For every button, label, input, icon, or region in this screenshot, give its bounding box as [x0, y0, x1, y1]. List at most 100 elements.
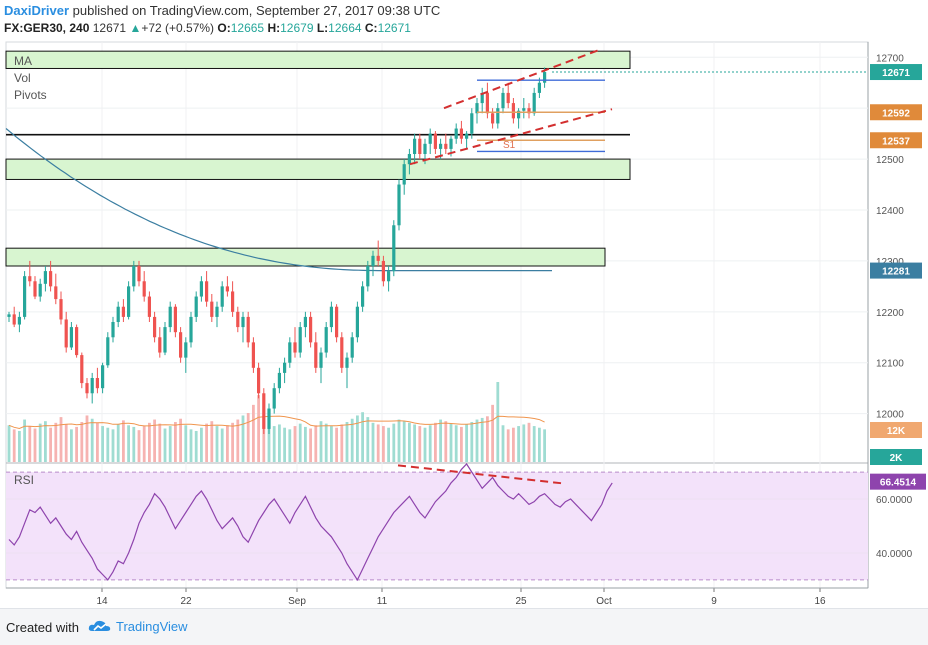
volume-bar	[402, 421, 406, 462]
volume-bar	[127, 425, 130, 462]
volume-bar	[361, 412, 364, 462]
rsi-tick-label: 60.0000	[876, 495, 913, 506]
candle-body	[246, 316, 250, 343]
rsi-line	[8, 463, 613, 582]
volume-bar	[408, 422, 411, 462]
candle-body	[111, 322, 115, 338]
candle-body	[189, 316, 193, 343]
volume-bar	[319, 421, 323, 462]
volume-bar	[75, 426, 78, 462]
time-tick-label: Oct	[596, 596, 612, 607]
candle-body	[413, 138, 417, 154]
time-tick-label: 22	[180, 596, 192, 607]
volume-bar	[85, 415, 89, 462]
volume-bar	[304, 426, 307, 462]
candle-body	[179, 332, 183, 358]
volume-bar	[532, 426, 536, 462]
candle-body	[28, 276, 32, 282]
candle-body	[215, 306, 219, 317]
open-label: O:	[217, 21, 231, 35]
last-price: 12671	[92, 21, 127, 35]
candle-body	[350, 337, 354, 358]
candle-body	[485, 92, 489, 114]
candle-body	[199, 281, 203, 297]
volume-bar	[288, 429, 292, 462]
candle-body	[54, 286, 58, 300]
candle-body	[428, 133, 432, 144]
candle-body	[205, 281, 209, 302]
support-resistance-zone	[5, 50, 631, 69]
candle-body	[522, 108, 526, 111]
volume-bar	[189, 429, 193, 462]
price-axis-label-bg	[870, 449, 922, 465]
volume-bar	[480, 417, 484, 462]
candle-body	[324, 327, 328, 353]
volume-bar	[397, 419, 401, 462]
volume-bar	[142, 426, 146, 462]
volume-bar	[23, 419, 26, 462]
rsi-divergence-trendline	[397, 464, 564, 485]
volume-bar	[205, 423, 208, 462]
close-value: 12671	[377, 21, 411, 35]
price-axis-label-bg	[870, 132, 922, 149]
candle-body	[225, 286, 229, 292]
volume-bar	[231, 422, 234, 462]
author-link[interactable]: DaxiDriver	[4, 3, 70, 18]
volume-bar	[340, 424, 344, 462]
candle-body	[43, 271, 47, 284]
volume-bar	[111, 429, 115, 462]
candle-body	[423, 143, 427, 154]
price-axis-label-bg	[870, 104, 922, 121]
candle-body	[459, 128, 463, 139]
volume-bar	[298, 423, 302, 462]
candle-body	[210, 301, 214, 317]
price-axis-label: 12537	[882, 136, 910, 147]
volume-bar	[278, 424, 281, 462]
volume-bar	[28, 426, 32, 462]
volume-bar	[220, 428, 224, 462]
price-axis-label: 12281	[882, 267, 910, 278]
volume-bar	[309, 428, 312, 462]
candle-body	[366, 266, 370, 287]
candle-body	[345, 357, 349, 368]
volume-bar	[241, 415, 245, 462]
price-axis-label: 2K	[890, 453, 904, 464]
candle-body	[49, 271, 53, 287]
volume-bar	[33, 428, 37, 462]
tradingview-logo[interactable]: TradingView	[88, 619, 188, 634]
indicator-legend-label: Pivots	[14, 88, 47, 102]
candle-body	[257, 367, 261, 394]
volume-bar	[475, 419, 479, 462]
volume-bar	[153, 419, 156, 462]
volume-bar	[522, 424, 526, 462]
price-chart[interactable]: 1200012100122001230012400125001260012700…	[0, 0, 928, 610]
candle-body	[439, 143, 443, 149]
candle-body	[64, 319, 68, 348]
high-value: 12679	[280, 21, 314, 35]
candle-body	[142, 281, 146, 297]
volume-bar	[54, 422, 58, 462]
volume-bar	[210, 421, 214, 462]
volume-bar	[70, 429, 73, 462]
volume-bar	[257, 395, 260, 462]
candle-body	[470, 113, 474, 134]
volume-bar	[382, 426, 385, 462]
time-tick-label: 9	[711, 596, 717, 607]
candle-body	[75, 327, 79, 356]
candle-body	[33, 281, 37, 297]
candle-body	[220, 286, 224, 307]
volume-bar	[376, 424, 380, 462]
candle-body	[168, 306, 172, 328]
volume-bar	[267, 422, 271, 462]
candle-body	[184, 342, 188, 358]
support-resistance-zone	[5, 247, 606, 267]
volume-bar	[470, 422, 474, 462]
volume-bar	[444, 421, 448, 462]
rsi-band	[6, 472, 868, 580]
tradingview-cloud-icon	[88, 620, 111, 631]
volume-bar	[506, 429, 510, 462]
price-tick-label: 12700	[876, 53, 904, 64]
volume-bar	[387, 427, 390, 462]
volume-bar	[543, 429, 546, 462]
moving-average-line	[5, 128, 552, 272]
